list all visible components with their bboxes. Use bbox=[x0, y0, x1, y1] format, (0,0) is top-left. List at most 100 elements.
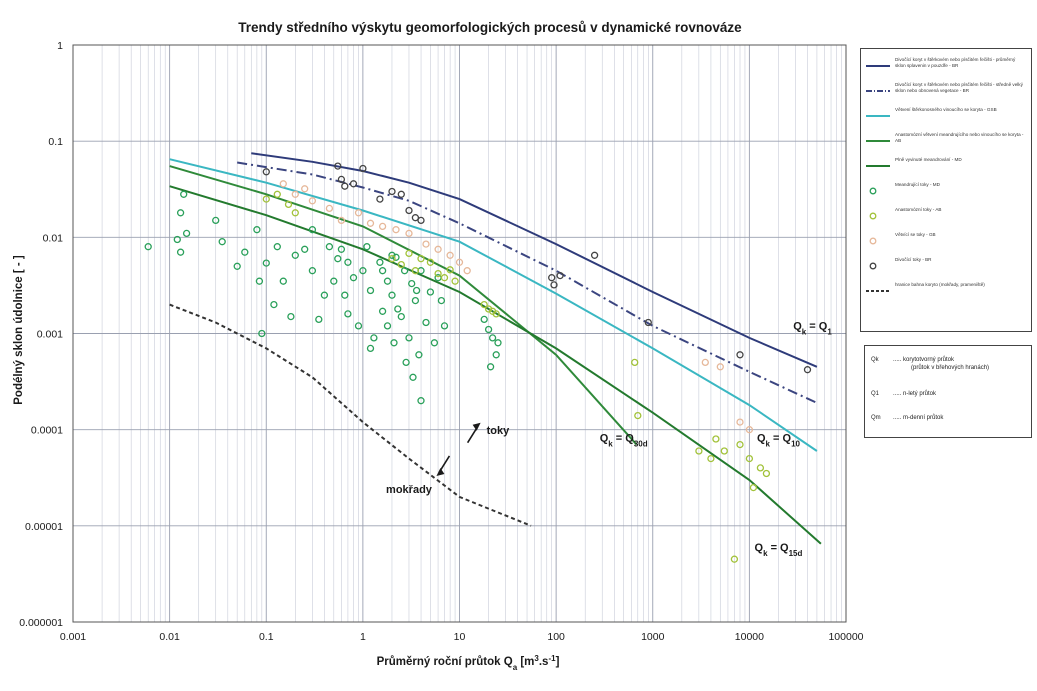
data-point bbox=[409, 373, 417, 381]
data-point bbox=[463, 267, 471, 275]
data-point bbox=[378, 307, 387, 315]
data-point bbox=[417, 397, 425, 405]
legend-item: Plně vyvinuté meandrování - MD bbox=[865, 157, 1029, 183]
data-point bbox=[716, 363, 724, 371]
data-point bbox=[291, 251, 299, 259]
y-tick-label: 0.00001 bbox=[25, 521, 63, 533]
legend-swatch bbox=[869, 187, 877, 195]
data-point bbox=[344, 310, 352, 318]
data-point bbox=[392, 226, 400, 234]
data-point bbox=[363, 243, 371, 251]
data-point bbox=[144, 243, 152, 251]
legend-item: Divočící koryt v štěrkovém nebo písčitém… bbox=[865, 57, 1029, 83]
trend-line bbox=[251, 152, 818, 368]
legend-label: Větvení štěrkonosného vinoucího se koryt… bbox=[895, 107, 997, 112]
data-point bbox=[337, 216, 346, 225]
data-point bbox=[394, 305, 402, 313]
data-point bbox=[480, 315, 488, 324]
y-tick-label: 0.1 bbox=[48, 136, 63, 148]
data-point bbox=[378, 222, 387, 231]
data-point bbox=[556, 271, 564, 280]
axes: 0.001 0.01 0.1 1 10 100 1000 10000 100000 1 0.1 0.0… bbox=[19, 40, 863, 643]
chart-title: Trendy středního výskytu geomorfologický… bbox=[238, 20, 742, 35]
annotation-label: Qk = Q30d bbox=[600, 433, 648, 449]
data-point bbox=[180, 190, 188, 198]
data-point bbox=[273, 243, 281, 251]
flow-symbol: Qm bbox=[871, 415, 881, 421]
annotation-label: Qk = Q10 bbox=[757, 433, 801, 449]
legend-swatch bbox=[869, 237, 877, 245]
data-point bbox=[388, 291, 396, 299]
flow-description: ..... korytotvorný průtok bbox=[893, 357, 955, 363]
data-point bbox=[548, 274, 556, 282]
legend-label: Divočící koryt v štěrkovém nebo písčitém… bbox=[895, 57, 1016, 68]
data-point bbox=[176, 248, 185, 256]
data-point bbox=[388, 255, 396, 263]
data-point bbox=[337, 175, 346, 184]
arrow-up-head bbox=[472, 422, 481, 431]
y-tick-label: 0.000001 bbox=[19, 617, 63, 629]
data-point bbox=[550, 281, 558, 289]
data-point bbox=[397, 260, 405, 269]
data-point bbox=[405, 229, 413, 238]
data-point bbox=[745, 454, 754, 463]
data-point bbox=[241, 248, 249, 256]
data-point bbox=[631, 358, 639, 367]
data-point bbox=[486, 363, 495, 371]
x-tick-label: 100 bbox=[547, 631, 565, 643]
trend-line bbox=[237, 161, 818, 404]
flow-legend: Qk ..... korytotvorný průtok (průtok v bře… bbox=[864, 345, 1032, 438]
data-point bbox=[408, 279, 416, 288]
data-point bbox=[258, 329, 266, 338]
x-tick-label: 1000 bbox=[641, 631, 665, 643]
data-point bbox=[434, 269, 442, 278]
data-point bbox=[736, 351, 744, 359]
flow-symbol: Q1 bbox=[871, 391, 880, 397]
legend-swatch bbox=[866, 65, 890, 67]
data-point bbox=[417, 216, 425, 225]
x-tick-label: 0.001 bbox=[60, 631, 86, 643]
data-point bbox=[279, 180, 287, 188]
legend: Divočící koryt v štěrkovém nebo písčitém… bbox=[860, 48, 1032, 332]
x-tick-label: 0.1 bbox=[259, 631, 274, 643]
data-point bbox=[325, 204, 334, 213]
data-point bbox=[279, 277, 287, 285]
data-point bbox=[291, 190, 299, 198]
legend-item: Divočící toky - BR bbox=[865, 257, 1029, 283]
legend-item: Anastomózní větvení meandrujícího nebo v… bbox=[865, 132, 1029, 158]
y-tick-label: 0.001 bbox=[37, 329, 63, 341]
data-point bbox=[411, 267, 420, 275]
data-point bbox=[488, 334, 497, 342]
data-point bbox=[634, 411, 642, 420]
y-tick-label: 1 bbox=[57, 40, 63, 52]
data-point bbox=[262, 259, 270, 267]
legend-swatch bbox=[866, 165, 890, 167]
trend-lines bbox=[169, 152, 822, 545]
data-point bbox=[218, 238, 226, 246]
data-point bbox=[745, 426, 754, 434]
data-point bbox=[284, 200, 293, 209]
data-point bbox=[291, 209, 299, 217]
data-point bbox=[405, 249, 413, 258]
x-axis-label: Průměrný roční průtok Qa [m3.s-1] bbox=[377, 654, 560, 672]
y-axis-label: Podélný sklon údolnice [ - ] bbox=[13, 255, 25, 405]
arrow-down-head bbox=[436, 467, 445, 476]
data-point bbox=[390, 339, 398, 347]
data-point bbox=[397, 190, 405, 198]
legend-item: Meandrující toky - MD bbox=[865, 182, 1029, 208]
annotation-label: Qk = Q15d bbox=[755, 542, 803, 558]
data-point bbox=[762, 469, 771, 478]
x-tick-label: 1 bbox=[360, 631, 366, 643]
legend-swatch bbox=[866, 115, 890, 117]
data-point bbox=[262, 195, 270, 203]
legend-label: Větvící se toky - GB bbox=[895, 232, 936, 237]
data-point bbox=[354, 209, 363, 217]
data-point bbox=[701, 358, 709, 367]
data-point bbox=[415, 351, 423, 359]
data-point bbox=[253, 226, 261, 234]
data-point bbox=[359, 164, 367, 173]
data-point bbox=[287, 312, 295, 321]
data-point bbox=[349, 274, 358, 282]
x-tick-label: 0.01 bbox=[159, 631, 180, 643]
